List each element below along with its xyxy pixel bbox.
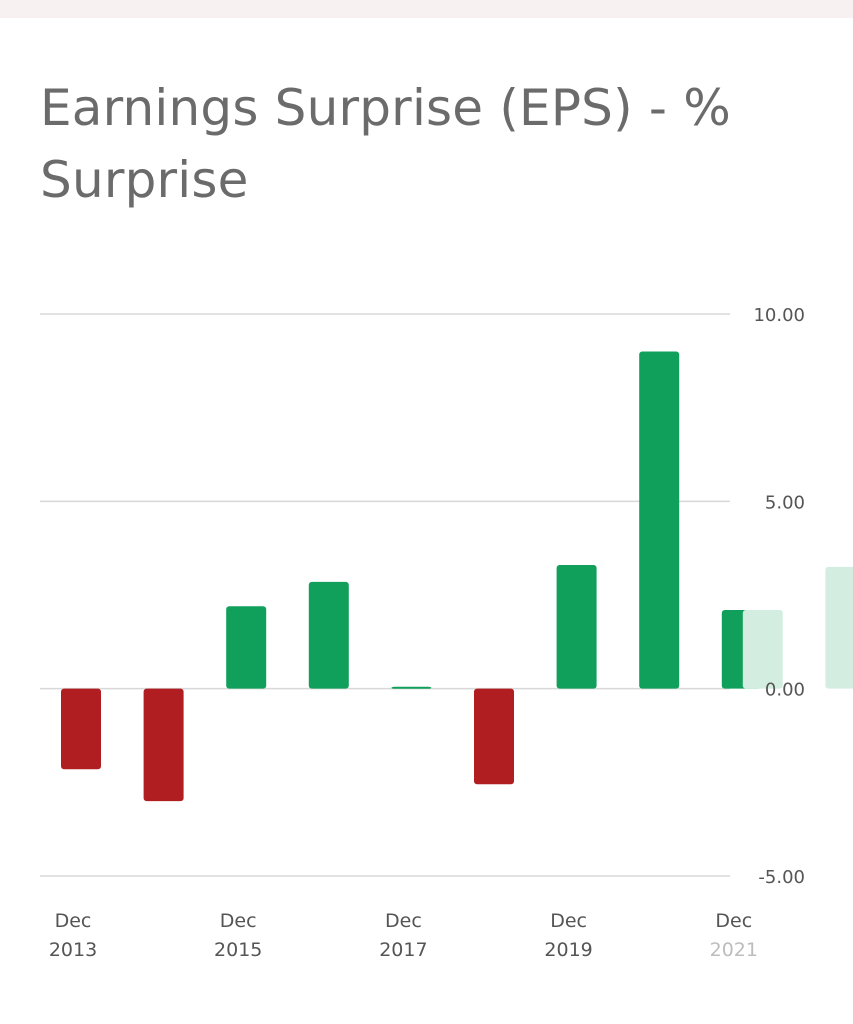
x-tick-label: 2013 bbox=[49, 939, 97, 961]
bar-2016 bbox=[308, 581, 349, 689]
bar-2020 bbox=[639, 351, 680, 689]
x-tick-label: 2021 bbox=[710, 939, 758, 961]
x-tick-label: Dec bbox=[220, 910, 257, 932]
x-tick-label: 2015 bbox=[214, 939, 262, 961]
y-tick-label: 5.00 bbox=[765, 492, 805, 513]
grid-lines bbox=[40, 313, 730, 877]
x-tick-label: 2019 bbox=[544, 939, 592, 961]
bar-2019 bbox=[556, 565, 597, 689]
y-tick-label: 10.00 bbox=[753, 305, 805, 326]
y-tick-label: -5.00 bbox=[758, 867, 805, 888]
y-tick-label: 0.00 bbox=[765, 680, 805, 701]
x-axis-labels: Dec 2013 Dec 2015 Dec 2017 Dec 2019 Dec 2021 bbox=[49, 910, 758, 961]
x-tick-label: Dec bbox=[550, 910, 587, 932]
top-strip bbox=[0, 0, 853, 18]
bar-2015 bbox=[226, 606, 267, 689]
bars bbox=[61, 351, 762, 802]
x-tick-label: Dec bbox=[55, 910, 92, 932]
bar-2018 bbox=[474, 688, 514, 785]
bar-2017 bbox=[391, 686, 432, 689]
x-tick-label: Dec bbox=[385, 910, 422, 932]
x-tick-label: 2017 bbox=[379, 939, 427, 961]
y-axis-labels: 10.00 5.00 0.00 -5.00 bbox=[753, 305, 805, 888]
x-tick-label: Dec bbox=[715, 910, 752, 932]
forecast-bars bbox=[742, 566, 853, 689]
forecast-bar-2022 bbox=[825, 566, 853, 689]
bar-2013 bbox=[61, 688, 101, 770]
bar-2014 bbox=[143, 688, 184, 802]
chart-title: Earnings Surprise (EPS) - % Surprise bbox=[40, 79, 731, 209]
forecast-bar-2021 bbox=[742, 609, 783, 689]
